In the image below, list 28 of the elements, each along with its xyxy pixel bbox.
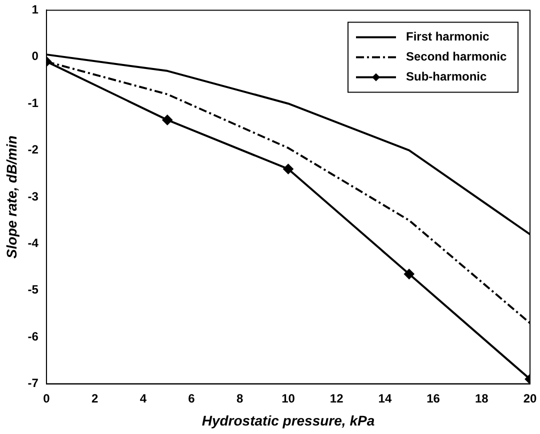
y-tick-label: -3	[28, 189, 39, 204]
point	[162, 114, 172, 125]
y-tick-label: 1	[32, 2, 39, 17]
y-tick-label: -1	[28, 96, 39, 110]
y-tick-label: 0	[32, 49, 39, 64]
x-tick-label: 4	[140, 391, 147, 406]
legend-label: First harmonic	[406, 30, 490, 44]
x-tick-label: 8	[236, 391, 244, 406]
y-tick-label: -4	[28, 236, 39, 250]
y-tick-label: -5	[28, 282, 39, 297]
x-tick-label: 14	[378, 391, 392, 406]
legend-label: Second harmonic	[406, 50, 508, 64]
point	[404, 269, 414, 280]
x-axis-title: Hydrostatic pressure, kPa	[202, 412, 375, 428]
x-tick-label: 6	[188, 391, 196, 406]
x-tick-label: 18	[474, 391, 489, 406]
x-tick-label: 20	[523, 391, 537, 406]
point	[283, 164, 294, 174]
y-axis-title: Slope rate, dB/min	[3, 136, 20, 258]
x-tick-label: 10	[282, 391, 296, 406]
y-tick-label: -6	[28, 329, 39, 344]
y-tick-label: -7	[28, 376, 39, 390]
x-tick-label: 16	[426, 391, 440, 406]
legend-label: Sub-harmonic	[406, 70, 487, 84]
x-tick-label: 12	[330, 391, 344, 406]
y-tick-label: -2	[28, 142, 39, 157]
x-tick-label: 2	[91, 391, 98, 406]
x-tick-label: 0	[43, 391, 50, 406]
